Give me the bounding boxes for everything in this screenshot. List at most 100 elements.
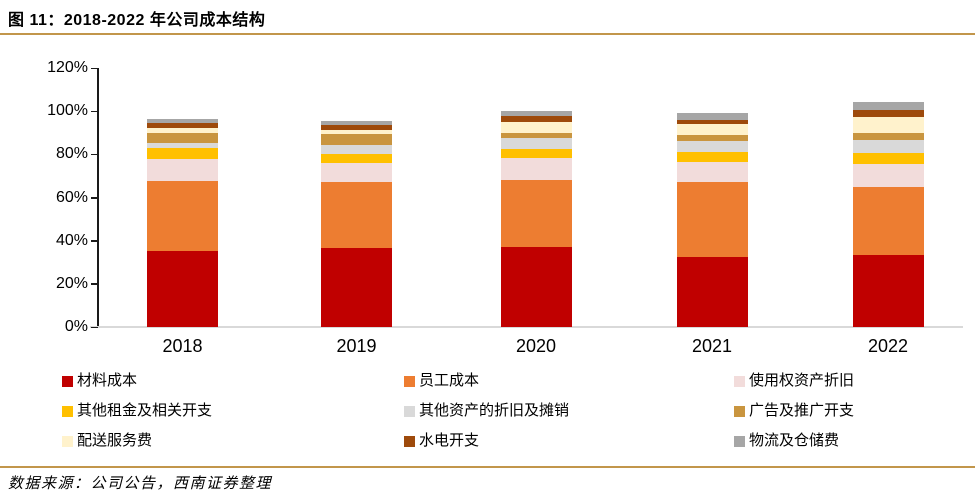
legend-label: 员工成本 [419, 372, 480, 389]
legend-swatch [734, 405, 745, 417]
bar-segment [321, 133, 392, 145]
bar-segment [147, 123, 218, 129]
title-divider [0, 33, 975, 35]
legend-item: 员工成本 [404, 371, 479, 391]
legend-item: 物流及仓储费 [734, 431, 839, 451]
stacked-bar-2018 [147, 118, 218, 327]
bar-segment [147, 181, 218, 252]
bar-segment [321, 129, 392, 134]
bar-segment [500, 157, 572, 181]
legend-item: 配送服务费 [62, 431, 152, 451]
bar-segment [500, 111, 572, 116]
y-axis-tick-label: 0% [64, 318, 88, 335]
bar-segment [147, 118, 218, 124]
y-axis-tick-label: 60% [55, 188, 88, 206]
legend-label: 其他资产的折旧及摊销 [419, 402, 570, 419]
x-axis-label: 2020 [515, 336, 557, 356]
bar-segment [676, 119, 748, 125]
stacked-bar-2019 [321, 120, 392, 327]
legend-swatch [62, 435, 73, 447]
cost-structure-chart: 0% 20% 40% 60% 80% 100% 120% 2018 2019 2020 2021 2… [0, 59, 975, 356]
bar-segment [147, 128, 218, 133]
bar-segment [500, 122, 572, 133]
legend-label: 配送服务费 [77, 432, 153, 449]
bar-segment [147, 158, 218, 182]
y-axis-tick-label: 80% [55, 145, 88, 163]
bar-segment [676, 141, 748, 153]
legend-swatch [62, 375, 73, 387]
x-axis-baseline [90, 326, 963, 328]
bar-segment [500, 247, 572, 327]
legend-swatch [734, 375, 745, 387]
y-axis-tick-mark [91, 197, 98, 199]
y-axis-tick-label: 40% [55, 231, 88, 249]
bar-segment [852, 254, 924, 327]
legend-swatch [404, 435, 415, 447]
stacked-bar-2020 [500, 111, 572, 327]
bar-segment [500, 180, 572, 248]
bar-segment [676, 161, 748, 183]
bar-segment [852, 164, 924, 187]
bar-segment [321, 182, 392, 249]
legend-label: 水电开支 [419, 432, 480, 449]
legend-label: 材料成本 [77, 372, 138, 389]
y-axis-tick-mark [91, 110, 98, 113]
bar-segment [676, 256, 748, 327]
y-axis-tick-mark [91, 240, 98, 242]
bar-segment [676, 152, 748, 162]
plot-area [0, 68, 975, 327]
legend-item: 水电开支 [404, 431, 479, 451]
bar-segment [321, 125, 392, 130]
stacked-bar-2022 [852, 101, 924, 327]
legend-label: 物流及仓储费 [749, 432, 840, 449]
legend-item: 广告及推广开支 [734, 401, 854, 421]
bar-segment [147, 251, 218, 327]
bar-segment [500, 115, 572, 123]
bar-segment [852, 132, 924, 141]
y-axis-tick-label: 100% [47, 102, 88, 120]
legend-item: 其他资产的折旧及摊销 [404, 401, 569, 421]
bar-segment [852, 110, 924, 117]
bar-segment [321, 144, 392, 155]
chart-legend: 材料成本 员工成本 使用权资产折旧其他租金及相关开支 其他资产的折旧及摊销 广告及推广开… [0, 364, 975, 460]
bar-segment [321, 154, 392, 163]
y-axis-tick-label: 20% [55, 274, 88, 292]
bar-segment [500, 148, 572, 158]
legend-label: 使用权资产折旧 [749, 372, 855, 389]
x-axis-label: 2019 [336, 336, 377, 356]
x-axis-label: 2021 [691, 336, 733, 356]
y-axis-tick-mark [91, 283, 98, 285]
legend-swatch [734, 435, 745, 447]
bar-segment [147, 142, 218, 148]
legend-item: 其他租金及相关开支 [62, 401, 212, 421]
bar-segment [852, 153, 924, 165]
legend-label: 其他租金及相关开支 [77, 402, 213, 419]
footer-divider [0, 466, 975, 468]
bar-segment [852, 101, 924, 111]
bar-segment [147, 147, 218, 159]
bar-segment [676, 124, 748, 135]
y-axis-line [97, 68, 99, 328]
legend-label: 广告及推广开支 [749, 402, 855, 419]
bar-segment [321, 162, 392, 183]
bar-segment [852, 140, 924, 154]
source-note: 数据来源：公司公告，西南证券整理 [8, 474, 273, 492]
bar-segment [676, 182, 748, 257]
bar-segment [676, 113, 748, 120]
legend-swatch [404, 405, 415, 417]
legend-swatch [62, 405, 73, 417]
y-axis-tick-mark [91, 326, 98, 328]
bar-segment [321, 248, 392, 327]
legend-item: 使用权资产折旧 [734, 371, 854, 391]
bar-segment [676, 134, 748, 142]
stacked-bar-2021 [676, 113, 748, 327]
y-axis-tick-mark [91, 67, 98, 69]
bar-segment [500, 132, 572, 139]
y-axis-tick-label: 120% [47, 59, 88, 76]
bar-segment [321, 120, 392, 126]
x-axis-label: 2022 [867, 336, 909, 356]
bar-segment [147, 132, 218, 143]
y-axis-tick-mark [91, 153, 98, 156]
x-axis-label: 2018 [162, 336, 203, 356]
legend-swatch [404, 375, 415, 387]
